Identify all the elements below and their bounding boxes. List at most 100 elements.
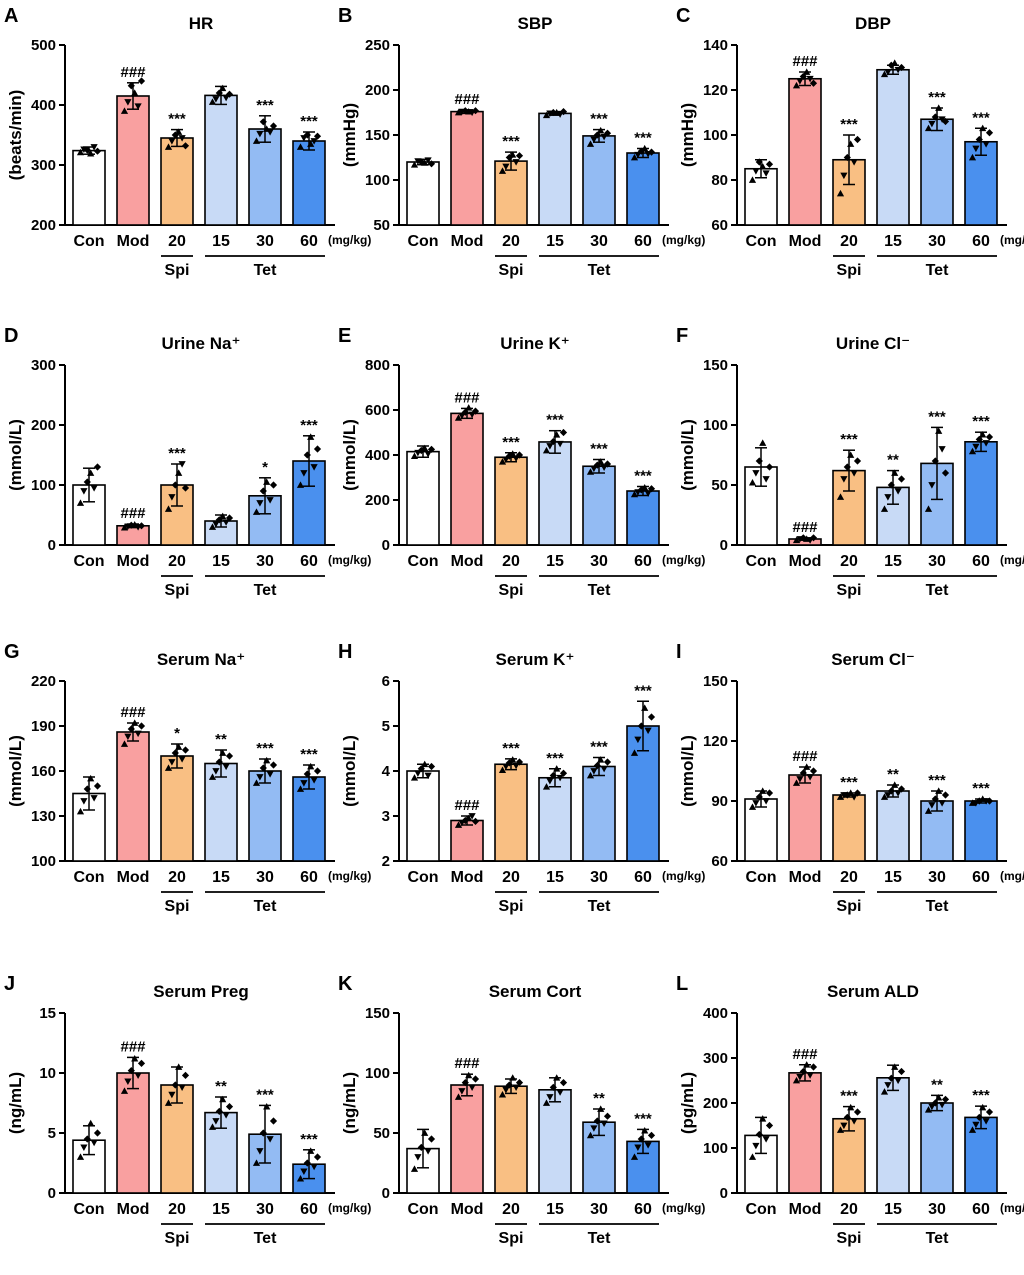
data-point: [465, 404, 473, 411]
data-point: [586, 1131, 595, 1139]
data-point: [219, 1095, 227, 1103]
data-point: [982, 1118, 990, 1125]
data-point: [498, 1091, 507, 1098]
x-units-label: (mg/kg): [662, 233, 705, 247]
significance-label: **: [593, 1090, 605, 1107]
data-point: [880, 70, 889, 78]
data-point: [755, 457, 763, 465]
data-point: [127, 725, 135, 733]
y-tick-label: 100: [365, 172, 390, 189]
x-units-label: (mg/kg): [1000, 233, 1024, 247]
significance-label: ***: [502, 133, 520, 150]
data-point: [897, 785, 906, 793]
data-point: [313, 1153, 322, 1161]
data-point: [502, 1086, 510, 1094]
group-label-tet: Tet: [926, 262, 949, 279]
bar: [450, 1084, 484, 1194]
x-tick-label: Con: [73, 869, 104, 886]
data-point: [941, 1095, 950, 1103]
data-point: [938, 446, 946, 453]
y-tick-label: 60: [711, 217, 728, 234]
y-tick-label: 200: [31, 217, 56, 234]
data-point: [178, 461, 186, 468]
y-tick-label: 150: [703, 673, 728, 690]
data-point: [300, 470, 308, 477]
data-point: [131, 719, 139, 726]
y-tick-label: 160: [31, 763, 56, 780]
data-point: [259, 764, 267, 772]
x-tick-label: 15: [546, 233, 564, 250]
data-point: [137, 722, 146, 730]
data-point: [90, 485, 98, 492]
significance-label: ***: [256, 97, 274, 114]
data-point: [593, 1117, 601, 1125]
x-tick-label: 30: [590, 1201, 608, 1218]
data-point: [647, 1131, 656, 1139]
data-point: [307, 762, 315, 770]
x-tick-label: 15: [546, 1201, 564, 1218]
data-point: [985, 129, 994, 137]
x-units-label: (mg/kg): [662, 553, 705, 567]
x-tick-label: 60: [972, 1201, 990, 1218]
y-tick-label: 80: [711, 172, 728, 189]
data-point: [124, 733, 132, 741]
significance-label: ***: [502, 434, 520, 451]
y-tick-label: 100: [365, 1065, 390, 1082]
data-point: [269, 122, 278, 130]
data-point: [985, 797, 994, 805]
group-label-tet: Tet: [926, 898, 949, 915]
data-point: [461, 107, 469, 115]
data-point: [630, 749, 639, 756]
x-tick-label: 15: [884, 1201, 902, 1218]
data-point: [127, 82, 135, 90]
data-point: [222, 94, 230, 102]
x-tick-label: Con: [73, 233, 104, 250]
significance-label: ***: [590, 111, 608, 128]
data-point: [417, 158, 425, 166]
data-point: [219, 749, 227, 756]
data-point: [421, 760, 429, 768]
x-tick-label: Con: [745, 869, 776, 886]
data-point: [303, 770, 311, 778]
x-tick-label: Mod: [117, 553, 150, 570]
data-point: [755, 793, 763, 801]
data-point: [843, 153, 851, 162]
data-point: [641, 1127, 649, 1134]
panel-letter: J: [4, 973, 15, 995]
panel-title: Serum Na⁺: [157, 650, 245, 669]
x-tick-label: 60: [634, 869, 652, 886]
data-point: [836, 493, 845, 500]
data-point: [542, 1099, 551, 1106]
data-point: [76, 807, 85, 815]
data-point: [975, 1113, 983, 1121]
x-tick-label: 15: [212, 233, 230, 250]
data-point: [850, 470, 858, 477]
group-label-tet: Tet: [926, 582, 949, 599]
data-point: [897, 1067, 906, 1076]
significance-label: ***: [634, 130, 652, 147]
data-point: [307, 433, 315, 440]
data-point: [171, 1081, 179, 1089]
bar: [964, 440, 998, 546]
bar: [494, 160, 528, 226]
bar: [538, 776, 572, 862]
data-point: [762, 476, 770, 483]
y-tick-label: 50: [373, 217, 390, 234]
x-tick-label: Mod: [117, 1201, 150, 1218]
data-point: [424, 157, 432, 164]
data-point: [427, 445, 436, 453]
data-point: [410, 452, 419, 460]
y-tick-label: 120: [703, 733, 728, 750]
x-tick-label: 60: [972, 869, 990, 886]
y-tick-label: 400: [703, 1005, 728, 1022]
data-point: [799, 72, 807, 81]
x-units-label: (mg/kg): [328, 233, 371, 247]
significance-label: *: [262, 459, 268, 476]
data-point: [549, 437, 557, 446]
data-point: [181, 1071, 190, 1079]
bar: [582, 135, 616, 226]
data-point: [593, 131, 601, 139]
data-point: [215, 758, 223, 766]
data-point: [556, 774, 564, 782]
